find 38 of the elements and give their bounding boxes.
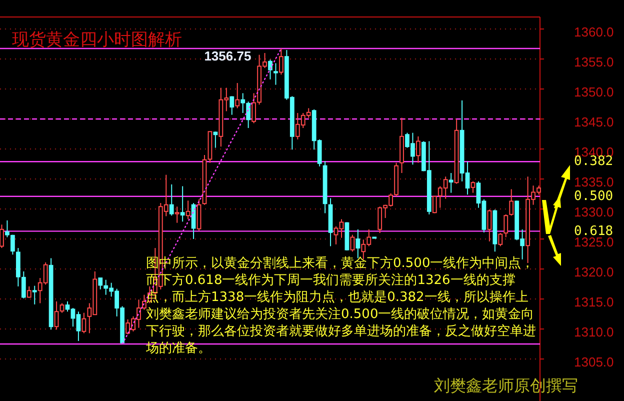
candlestick: [230, 96, 234, 116]
candlestick: [180, 186, 185, 222]
candlestick: [504, 214, 508, 238]
candlestick: [448, 172, 454, 194]
candlestick: [268, 59, 272, 80]
candlestick: [350, 234, 355, 252]
candlestick: [470, 180, 476, 194]
candlestick: [416, 136, 420, 164]
y-tick-label: 1355.0: [574, 54, 614, 70]
annotation: 1356.75: [204, 48, 252, 64]
y-tick-label: 1305.0: [574, 354, 614, 370]
y-tick-label: 1315.0: [574, 294, 614, 310]
candlestick: [235, 82, 240, 109]
text: 0.500: [574, 188, 614, 204]
candlestick: [186, 200, 190, 220]
candlestick: [498, 232, 503, 247]
text: 现货黄金四小时图解析: [12, 30, 182, 50]
candlestick: [196, 198, 202, 232]
candlestick: [174, 206, 180, 224]
candlestick: [26, 286, 32, 298]
candlestick: [274, 62, 278, 86]
candlestick: [0, 224, 4, 248]
candlestick: [509, 188, 514, 216]
y-tick-label: 1320.0: [574, 264, 614, 280]
y-tick-label: 1330.0: [574, 204, 614, 220]
candlestick: [279, 48, 284, 76]
y-tick-label: 1350.0: [574, 84, 614, 100]
candlestick: [213, 131, 218, 148]
candlestick: [32, 285, 37, 305]
y-tick-label: 1310.0: [574, 324, 614, 340]
candlestick: [252, 92, 256, 124]
candlestick: [98, 278, 103, 290]
candlestick: [487, 209, 492, 242]
candlestick: [82, 312, 86, 334]
y-tick-label: 1360.0: [574, 24, 614, 40]
y-tick-label: 1345.0: [574, 114, 614, 130]
candlestick: [169, 184, 174, 216]
y-tick-label: 1335.0: [574, 174, 614, 190]
